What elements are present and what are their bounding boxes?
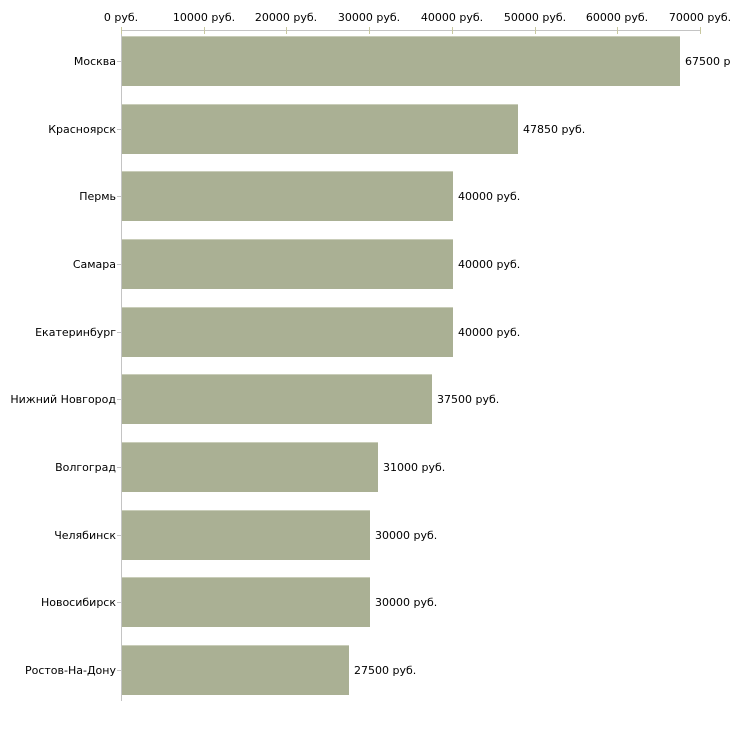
category-label: Пермь	[79, 189, 116, 203]
x-axis-tick	[286, 27, 287, 34]
bar	[122, 307, 453, 357]
x-axis-tick-label: 30000 руб.	[337, 11, 401, 24]
bar-value-label: 37500 руб.	[437, 392, 500, 406]
x-axis-tick-label: 0 руб.	[103, 11, 139, 24]
bar	[122, 442, 378, 492]
y-axis-tick	[117, 467, 121, 468]
x-axis-tick	[204, 27, 205, 34]
y-axis-tick	[117, 129, 121, 130]
bar	[122, 239, 453, 289]
x-axis-tick-label: 50000 руб.	[503, 11, 567, 24]
bar	[122, 36, 680, 86]
category-label: Ростов-На-Дону	[24, 663, 116, 677]
bar	[122, 104, 518, 154]
bar-value-label: 40000 руб.	[458, 325, 521, 339]
x-axis-tick-label: 10000 руб.	[172, 11, 236, 24]
y-axis-tick	[117, 196, 121, 197]
bar-value-label: 27500 руб.	[354, 663, 417, 677]
x-axis-line	[121, 30, 701, 31]
x-axis-tick	[452, 27, 453, 34]
y-axis-tick	[117, 61, 121, 62]
x-axis-tick	[617, 27, 618, 34]
category-label: Екатеринбург	[35, 325, 116, 339]
y-axis-tick	[117, 602, 121, 603]
x-axis-tick-label: 40000 руб.	[420, 11, 484, 24]
x-axis-tick-label: 20000 руб.	[254, 11, 318, 24]
bar	[122, 171, 453, 221]
category-label: Нижний Новгород	[10, 392, 116, 406]
x-axis-tick	[369, 27, 370, 34]
x-axis-tick	[700, 27, 701, 34]
bar-value-label: 30000 руб.	[375, 528, 438, 542]
y-axis-tick	[117, 535, 121, 536]
bar-value-label: 30000 руб.	[375, 595, 438, 609]
bar-value-label: 40000 руб.	[458, 189, 521, 203]
y-axis-tick	[117, 332, 121, 333]
x-axis-tick-label: 60000 руб.	[585, 11, 649, 24]
y-axis-tick	[117, 264, 121, 265]
y-axis-tick	[117, 399, 121, 400]
bar	[122, 510, 370, 560]
category-label: Новосибирск	[40, 595, 116, 609]
category-label: Самара	[72, 257, 116, 271]
category-label: Красноярск	[48, 122, 116, 136]
bar	[122, 374, 432, 424]
bar-value-label: 31000 руб.	[383, 460, 446, 474]
category-label: Москва	[73, 54, 116, 68]
y-axis-line	[121, 30, 122, 701]
bar-value-label: 47850 руб.	[523, 122, 586, 136]
bar-value-label: 67500 руб.	[685, 54, 730, 68]
category-label: Челябинск	[54, 528, 116, 542]
bar	[122, 645, 349, 695]
x-axis-tick-label: 70000 руб.	[668, 11, 730, 24]
bar-value-label: 40000 руб.	[458, 257, 521, 271]
bar	[122, 577, 370, 627]
category-label: Волгоград	[55, 460, 116, 474]
x-axis-tick	[121, 27, 122, 34]
y-axis-tick	[117, 670, 121, 671]
x-axis-tick	[535, 27, 536, 34]
